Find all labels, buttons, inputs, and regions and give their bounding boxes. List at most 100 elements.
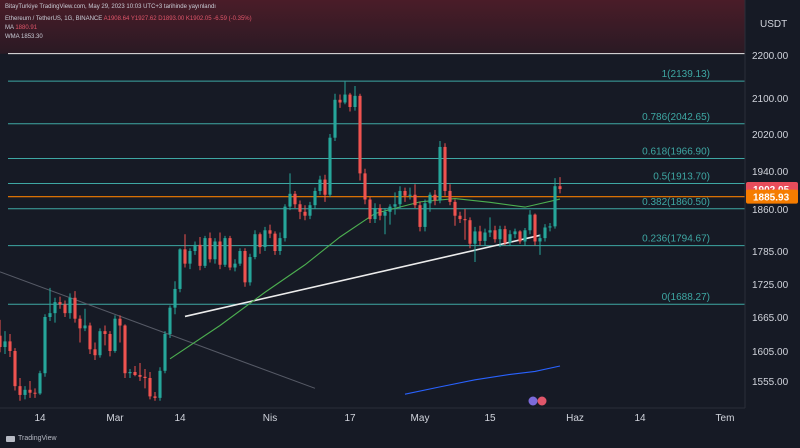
candle-2023-04-03 — [278, 232, 282, 255]
candle-body — [388, 206, 392, 212]
event-marker-icon — [537, 396, 547, 406]
candle-body — [468, 220, 472, 244]
candle-2023-02-27 — [103, 325, 107, 346]
candle-body — [243, 251, 247, 283]
candle-body — [293, 193, 297, 205]
tradingview-brand: TradingView — [18, 435, 57, 442]
candle-2023-03-24 — [228, 235, 232, 271]
fib-label-0: 1(2139.13) — [662, 69, 710, 80]
candle-body — [353, 95, 357, 107]
candle-2023-05-10 — [463, 209, 467, 240]
candle-body — [268, 230, 272, 234]
candle-2023-02-19 — [63, 300, 67, 317]
candle-body — [258, 234, 262, 248]
wma-value: 1853.30 — [21, 34, 43, 40]
price-badge-text-ma: 1885.93 — [753, 193, 790, 204]
candle-body — [93, 349, 97, 356]
candle-2023-03-23 — [223, 235, 227, 267]
candle-body — [473, 231, 477, 244]
y-tick-label: 1725.00 — [752, 280, 789, 291]
candle-2023-03-31 — [263, 226, 267, 251]
candle-body — [448, 190, 452, 202]
candle-2023-05-27 — [548, 223, 552, 232]
candle-2023-02-15 — [43, 314, 47, 377]
candle-body — [418, 205, 422, 227]
candle-2023-04-08 — [303, 205, 307, 221]
candle-body — [428, 194, 432, 204]
tradingview-logo[interactable]: TradingView — [6, 435, 57, 442]
candle-2023-02-26 — [98, 328, 102, 358]
candle-body — [73, 297, 77, 319]
candle-2023-04-26 — [393, 192, 397, 215]
candle-2023-02-13 — [33, 388, 37, 398]
candle-body — [348, 94, 352, 107]
candle-2023-03-21 — [213, 238, 217, 264]
candle-2023-03-14 — [178, 248, 182, 293]
candle-body — [398, 190, 402, 205]
candle-body — [308, 205, 312, 216]
y-tick-label: 2100.00 — [752, 94, 789, 105]
candle-2023-02-10 — [18, 378, 22, 401]
ohlc-values: A1908.64 Y1927.62 D1893.00 K1902.05 -6.5… — [103, 16, 252, 22]
candle-body — [333, 99, 337, 138]
candle-2023-03-07 — [143, 369, 147, 389]
candle-body — [483, 232, 487, 241]
candle-body — [143, 376, 147, 378]
candle-body — [478, 231, 482, 241]
candle-body — [523, 230, 527, 242]
candle-body — [138, 375, 142, 377]
candle-2023-03-09 — [153, 392, 157, 401]
candle-body — [218, 241, 222, 265]
candle-body — [548, 226, 552, 228]
candle-body — [263, 230, 267, 248]
candle-2023-05-16 — [493, 225, 497, 243]
candle-body — [208, 238, 212, 260]
candle-body — [133, 372, 137, 375]
x-tick-label: 14 — [634, 413, 646, 424]
candle-2023-05-08 — [453, 199, 457, 226]
candle-body — [283, 206, 287, 239]
candle-body — [443, 146, 447, 191]
candle-body — [223, 238, 227, 265]
candle-body — [78, 318, 82, 329]
candle-2023-05-15 — [488, 217, 492, 237]
upper-zone-shading — [0, 0, 745, 54]
candle-body — [98, 331, 102, 356]
candle-2023-03-26 — [238, 248, 242, 266]
candle-2023-02-25 — [93, 342, 97, 360]
candle-2023-05-19 — [508, 230, 512, 246]
candle-2023-05-23 — [528, 210, 532, 235]
candle-2023-03-18 — [198, 237, 202, 271]
candle-body — [508, 234, 512, 243]
wma-legend: WMA 1853.30 — [5, 34, 43, 40]
candle-body — [53, 302, 57, 314]
candle-2023-03-30 — [258, 232, 262, 254]
candle-2023-02-09 — [13, 348, 17, 391]
candle-body — [38, 373, 42, 394]
candle-2023-03-06 — [138, 363, 142, 381]
candle-2023-02-17 — [53, 297, 57, 323]
candle-body — [553, 186, 557, 227]
candle-body — [323, 179, 327, 195]
candle-body — [173, 288, 177, 308]
candle-2023-04-12 — [323, 174, 327, 202]
event-marker-icon — [528, 396, 538, 406]
candle-body — [403, 190, 407, 196]
x-tick-label: Haz — [566, 413, 584, 424]
y-tick-label: 2200.00 — [752, 51, 789, 62]
publish-credit: BitayTurkiye TradingView.com, May 29, 20… — [5, 4, 216, 10]
candle-body — [453, 201, 457, 216]
candle-body — [163, 334, 167, 371]
candle-body — [228, 238, 232, 268]
candle-body — [378, 208, 382, 216]
fib-label-3: 0.5(1913.70) — [653, 171, 710, 182]
candle-2023-05-01 — [418, 201, 422, 232]
candle-body — [298, 204, 302, 212]
candle-body — [158, 370, 162, 398]
y-tick-label: 1940.00 — [752, 167, 789, 178]
candle-2023-05-29 — [558, 177, 562, 194]
candle-2023-05-20 — [513, 228, 517, 239]
y-tick-label: 1605.00 — [752, 347, 789, 358]
candle-body — [178, 249, 182, 289]
